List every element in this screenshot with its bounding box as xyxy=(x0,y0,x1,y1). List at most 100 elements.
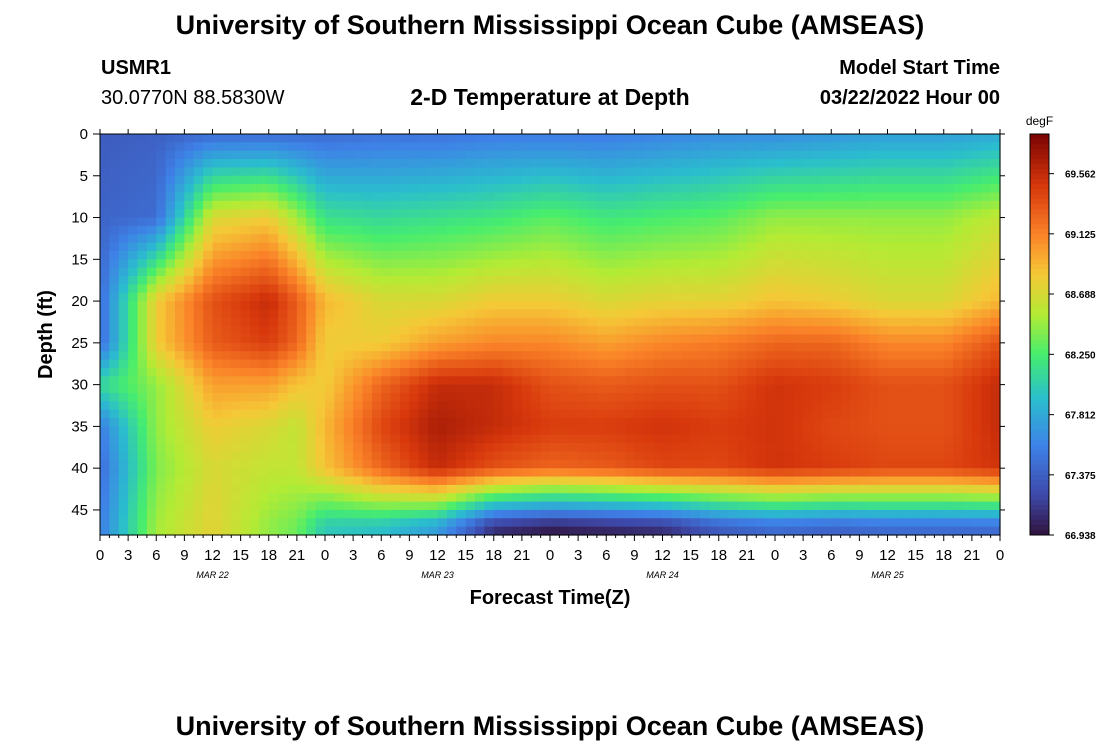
colorbar-segment xyxy=(1030,314,1049,320)
heatmap-cell xyxy=(165,200,176,210)
heatmap-cell xyxy=(737,426,748,436)
heatmap-cell xyxy=(325,351,335,361)
heatmap-cell xyxy=(456,342,467,352)
heatmap-cell xyxy=(409,301,420,311)
heatmap-cell xyxy=(334,301,345,311)
heatmap-cell xyxy=(137,276,148,285)
heatmap-cell xyxy=(784,150,795,160)
heatmap-cell xyxy=(587,434,598,444)
heatmap-cell xyxy=(409,334,420,344)
heatmap-cell xyxy=(456,309,467,319)
heatmap-cell xyxy=(128,200,139,210)
heatmap-cell xyxy=(400,451,410,461)
heatmap-cell xyxy=(484,392,495,402)
heatmap-cell xyxy=(971,476,982,486)
heatmap-cell xyxy=(953,200,964,210)
heatmap-cell xyxy=(709,359,720,369)
heatmap-cell xyxy=(250,392,260,402)
x-tick-label: 0 xyxy=(996,547,1004,564)
heatmap-cell xyxy=(784,518,795,528)
heatmap-cell xyxy=(240,518,251,528)
heatmap-cell xyxy=(671,484,682,494)
heatmap-cell xyxy=(184,493,195,503)
heatmap-cell xyxy=(531,509,542,519)
heatmap-cell xyxy=(325,276,335,285)
heatmap-cell xyxy=(690,418,701,427)
heatmap-cell xyxy=(709,159,720,169)
heatmap-cell xyxy=(128,217,139,227)
heatmap-cell xyxy=(568,200,579,210)
heatmap-cell xyxy=(231,418,242,427)
heatmap-cell xyxy=(175,200,185,210)
heatmap-cell xyxy=(296,384,307,394)
heatmap-cell xyxy=(409,167,420,177)
heatmap-cell xyxy=(231,209,242,219)
heatmap-cell xyxy=(559,376,570,386)
heatmap-cell xyxy=(100,284,110,294)
heatmap-cell xyxy=(850,493,860,503)
heatmap-cell xyxy=(334,418,345,427)
heatmap-cell xyxy=(925,175,935,185)
heatmap-cell xyxy=(906,267,917,277)
heatmap-cell xyxy=(109,526,120,536)
heatmap-cell xyxy=(709,276,720,285)
heatmap-cell xyxy=(868,384,879,394)
heatmap-cell xyxy=(137,384,148,394)
heatmap-cell xyxy=(615,334,626,344)
heatmap-cell xyxy=(812,409,823,419)
heatmap-cell xyxy=(803,342,814,352)
heatmap-cell xyxy=(821,451,832,461)
heatmap-cell xyxy=(287,501,298,511)
heatmap-cell xyxy=(221,334,232,344)
heatmap-cell xyxy=(221,184,232,194)
heatmap-cell xyxy=(953,217,964,227)
heatmap-cell xyxy=(906,493,917,503)
heatmap-cell xyxy=(606,217,617,227)
heatmap-cell xyxy=(231,142,242,152)
heatmap-cell xyxy=(400,184,410,194)
heatmap-cell xyxy=(812,459,823,469)
heatmap-cell xyxy=(475,242,485,252)
heatmap-cell xyxy=(193,292,204,302)
heatmap-cell xyxy=(671,426,682,436)
heatmap-cell xyxy=(634,518,645,528)
heatmap-cell xyxy=(878,284,889,294)
heatmap-cell xyxy=(428,134,439,143)
heatmap-cell xyxy=(765,418,776,427)
heatmap-cell xyxy=(212,418,223,427)
heatmap-cell xyxy=(728,351,739,361)
heatmap-cell xyxy=(568,250,579,260)
heatmap-cell xyxy=(334,334,345,344)
heatmap-cell xyxy=(315,292,326,302)
heatmap-cell xyxy=(203,342,214,352)
heatmap-cell xyxy=(109,276,120,285)
colorbar-segment xyxy=(1030,279,1049,285)
heatmap-cell xyxy=(484,468,495,478)
heatmap-cell xyxy=(831,309,842,319)
heatmap-cell xyxy=(175,175,185,185)
heatmap-cell xyxy=(212,209,223,219)
heatmap-cell xyxy=(268,334,279,344)
heatmap-cell xyxy=(925,276,935,285)
heatmap-cell xyxy=(812,476,823,486)
heatmap-cell xyxy=(634,367,645,377)
heatmap-cell xyxy=(128,459,139,469)
heatmap-cell xyxy=(587,234,598,244)
heatmap-cell xyxy=(390,267,401,277)
heatmap-cell xyxy=(850,501,860,511)
heatmap-cell xyxy=(728,309,739,319)
heatmap-cell xyxy=(615,317,626,327)
heatmap-cell xyxy=(465,167,476,177)
heatmap-cell xyxy=(878,468,889,478)
heatmap-cell xyxy=(296,334,307,344)
heatmap-cell xyxy=(212,175,223,185)
heatmap-cell xyxy=(728,459,739,469)
heatmap-cell xyxy=(962,451,973,461)
heatmap-cell xyxy=(878,134,889,143)
heatmap-cell xyxy=(137,392,148,402)
heatmap-cell xyxy=(831,426,842,436)
heatmap-cell xyxy=(690,159,701,169)
heatmap-cell xyxy=(128,242,139,252)
heatmap-cell xyxy=(850,309,860,319)
heatmap-cell xyxy=(709,301,720,311)
